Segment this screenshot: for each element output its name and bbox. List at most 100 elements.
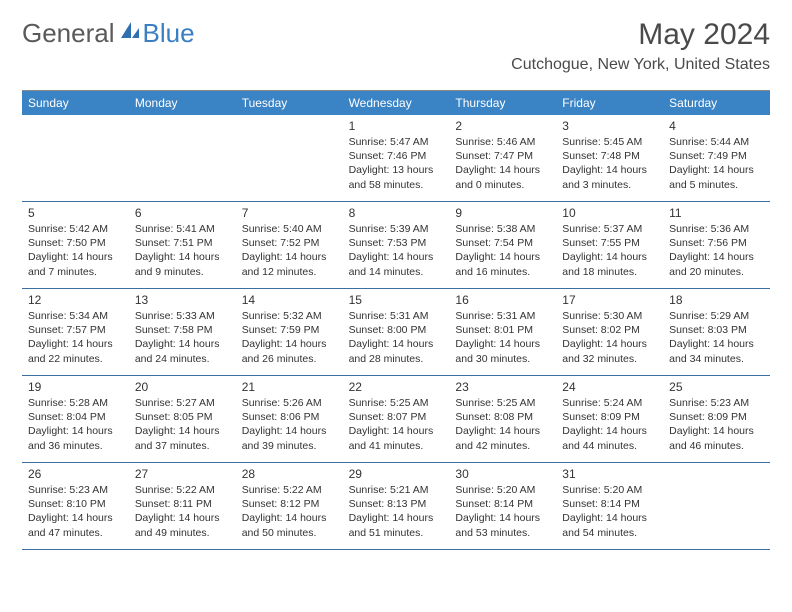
day-cell: 15 Sunrise: 5:31 AMSunset: 8:00 PMDayligh… bbox=[343, 289, 450, 375]
header: General Blue May 2024 Cutchogue, New Yor… bbox=[0, 0, 792, 80]
week-row: 5 Sunrise: 5:42 AMSunset: 7:50 PMDaylight… bbox=[22, 202, 770, 289]
day-cell: 30 Sunrise: 5:20 AMSunset: 8:14 PMDayligh… bbox=[449, 463, 556, 549]
day-cell: 13 Sunrise: 5:33 AMSunset: 7:58 PMDayligh… bbox=[129, 289, 236, 375]
day-number: 29 bbox=[349, 467, 444, 481]
day-cell: 5 Sunrise: 5:42 AMSunset: 7:50 PMDaylight… bbox=[22, 202, 129, 288]
day-number: 13 bbox=[135, 293, 230, 307]
day-number: 2 bbox=[455, 119, 550, 133]
day-cell: 10Sunrise: 5:37 AMSunset: 7:55 PMDayligh… bbox=[556, 202, 663, 288]
day-cell: 2 Sunrise: 5:46 AMSunset: 7:47 PMDaylight… bbox=[449, 115, 556, 201]
day-number: 1 bbox=[349, 119, 444, 133]
day-info: Sunrise: 5:41 AMSunset: 7:51 PMDaylight:… bbox=[135, 222, 230, 279]
day-cell: 8 Sunrise: 5:39 AMSunset: 7:53 PMDaylight… bbox=[343, 202, 450, 288]
day-number: 27 bbox=[135, 467, 230, 481]
weekday-header: Thursday bbox=[449, 91, 556, 115]
day-number: 11 bbox=[669, 206, 764, 220]
day-cell: 16Sunrise: 5:31 AMSunset: 8:01 PMDayligh… bbox=[449, 289, 556, 375]
day-number: 24 bbox=[562, 380, 657, 394]
day-info: Sunrise: 5:30 AMSunset: 8:02 PMDaylight:… bbox=[562, 309, 657, 366]
day-cell bbox=[236, 115, 343, 201]
week-row: 26Sunrise: 5:23 AMSunset: 8:10 PMDayligh… bbox=[22, 463, 770, 550]
day-number: 14 bbox=[242, 293, 337, 307]
day-info: Sunrise: 5:26 AMSunset: 8:06 PMDaylight:… bbox=[242, 396, 337, 453]
day-info: Sunrise: 5:38 AMSunset: 7:54 PMDaylight:… bbox=[455, 222, 550, 279]
day-info: Sunrise: 5:24 AMSunset: 8:09 PMDaylight:… bbox=[562, 396, 657, 453]
day-cell: 24 Sunrise: 5:24 AMSunset: 8:09 PMDayligh… bbox=[556, 376, 663, 462]
day-info: Sunrise: 5:23 AMSunset: 8:10 PMDaylight:… bbox=[28, 483, 123, 540]
day-number: 30 bbox=[455, 467, 550, 481]
day-cell: 26Sunrise: 5:23 AMSunset: 8:10 PMDayligh… bbox=[22, 463, 129, 549]
day-cell: 18Sunrise: 5:29 AMSunset: 8:03 PMDayligh… bbox=[663, 289, 770, 375]
logo-text-blue: Blue bbox=[143, 18, 195, 49]
day-cell: 17 Sunrise: 5:30 AMSunset: 8:02 PMDayligh… bbox=[556, 289, 663, 375]
day-cell bbox=[663, 463, 770, 549]
day-info: Sunrise: 5:47 AMSunset: 7:46 PMDaylight:… bbox=[349, 135, 444, 192]
day-info: Sunrise: 5:46 AMSunset: 7:47 PMDaylight:… bbox=[455, 135, 550, 192]
day-cell: 20 Sunrise: 5:27 AMSunset: 8:05 PMDayligh… bbox=[129, 376, 236, 462]
day-cell: 7 Sunrise: 5:40 AMSunset: 7:52 PMDaylight… bbox=[236, 202, 343, 288]
day-info: Sunrise: 5:31 AMSunset: 8:00 PMDaylight:… bbox=[349, 309, 444, 366]
day-info: Sunrise: 5:32 AMSunset: 7:59 PMDaylight:… bbox=[242, 309, 337, 366]
day-number: 7 bbox=[242, 206, 337, 220]
day-cell: 11 Sunrise: 5:36 AMSunset: 7:56 PMDayligh… bbox=[663, 202, 770, 288]
day-info: Sunrise: 5:25 AMSunset: 8:07 PMDaylight:… bbox=[349, 396, 444, 453]
day-number: 17 bbox=[562, 293, 657, 307]
weekday-header: Saturday bbox=[663, 91, 770, 115]
day-info: Sunrise: 5:33 AMSunset: 7:58 PMDaylight:… bbox=[135, 309, 230, 366]
day-info: Sunrise: 5:36 AMSunset: 7:56 PMDaylight:… bbox=[669, 222, 764, 279]
day-number: 3 bbox=[562, 119, 657, 133]
day-cell: 23 Sunrise: 5:25 AMSunset: 8:08 PMDayligh… bbox=[449, 376, 556, 462]
day-info: Sunrise: 5:42 AMSunset: 7:50 PMDaylight:… bbox=[28, 222, 123, 279]
weekday-header: Sunday bbox=[22, 91, 129, 115]
day-number: 20 bbox=[135, 380, 230, 394]
day-number: 19 bbox=[28, 380, 123, 394]
day-cell: 19Sunrise: 5:28 AMSunset: 8:04 PMDayligh… bbox=[22, 376, 129, 462]
day-number: 6 bbox=[135, 206, 230, 220]
weekday-row: SundayMondayTuesdayWednesdayThursdayFrid… bbox=[22, 91, 770, 115]
day-info: Sunrise: 5:20 AMSunset: 8:14 PMDaylight:… bbox=[562, 483, 657, 540]
day-number: 8 bbox=[349, 206, 444, 220]
weeks-container: 1 Sunrise: 5:47 AMSunset: 7:46 PMDaylight… bbox=[22, 115, 770, 550]
day-info: Sunrise: 5:21 AMSunset: 8:13 PMDaylight:… bbox=[349, 483, 444, 540]
day-number: 23 bbox=[455, 380, 550, 394]
day-number: 21 bbox=[242, 380, 337, 394]
day-info: Sunrise: 5:27 AMSunset: 8:05 PMDaylight:… bbox=[135, 396, 230, 453]
day-cell: 27 Sunrise: 5:22 AMSunset: 8:11 PMDayligh… bbox=[129, 463, 236, 549]
day-cell bbox=[22, 115, 129, 201]
day-number: 15 bbox=[349, 293, 444, 307]
weekday-header: Friday bbox=[556, 91, 663, 115]
day-info: Sunrise: 5:40 AMSunset: 7:52 PMDaylight:… bbox=[242, 222, 337, 279]
day-number: 9 bbox=[455, 206, 550, 220]
day-info: Sunrise: 5:22 AMSunset: 8:11 PMDaylight:… bbox=[135, 483, 230, 540]
weekday-header: Wednesday bbox=[343, 91, 450, 115]
day-info: Sunrise: 5:44 AMSunset: 7:49 PMDaylight:… bbox=[669, 135, 764, 192]
day-number: 25 bbox=[669, 380, 764, 394]
day-cell: 4 Sunrise: 5:44 AMSunset: 7:49 PMDaylight… bbox=[663, 115, 770, 201]
day-number: 22 bbox=[349, 380, 444, 394]
location: Cutchogue, New York, United States bbox=[511, 56, 770, 74]
week-row: 1 Sunrise: 5:47 AMSunset: 7:46 PMDaylight… bbox=[22, 115, 770, 202]
logo: General Blue bbox=[22, 18, 195, 49]
month-title: May 2024 bbox=[511, 18, 770, 52]
day-cell: 21 Sunrise: 5:26 AMSunset: 8:06 PMDayligh… bbox=[236, 376, 343, 462]
day-info: Sunrise: 5:45 AMSunset: 7:48 PMDaylight:… bbox=[562, 135, 657, 192]
day-number: 5 bbox=[28, 206, 123, 220]
weekday-header: Monday bbox=[129, 91, 236, 115]
day-cell: 3 Sunrise: 5:45 AMSunset: 7:48 PMDaylight… bbox=[556, 115, 663, 201]
day-info: Sunrise: 5:34 AMSunset: 7:57 PMDaylight:… bbox=[28, 309, 123, 366]
day-info: Sunrise: 5:25 AMSunset: 8:08 PMDaylight:… bbox=[455, 396, 550, 453]
day-info: Sunrise: 5:39 AMSunset: 7:53 PMDaylight:… bbox=[349, 222, 444, 279]
week-row: 12Sunrise: 5:34 AMSunset: 7:57 PMDayligh… bbox=[22, 289, 770, 376]
day-cell: 6 Sunrise: 5:41 AMSunset: 7:51 PMDaylight… bbox=[129, 202, 236, 288]
day-info: Sunrise: 5:20 AMSunset: 8:14 PMDaylight:… bbox=[455, 483, 550, 540]
day-cell: 25Sunrise: 5:23 AMSunset: 8:09 PMDayligh… bbox=[663, 376, 770, 462]
day-cell: 14 Sunrise: 5:32 AMSunset: 7:59 PMDayligh… bbox=[236, 289, 343, 375]
day-number: 16 bbox=[455, 293, 550, 307]
day-info: Sunrise: 5:22 AMSunset: 8:12 PMDaylight:… bbox=[242, 483, 337, 540]
day-cell: 29 Sunrise: 5:21 AMSunset: 8:13 PMDayligh… bbox=[343, 463, 450, 549]
day-number: 10 bbox=[562, 206, 657, 220]
sail-icon bbox=[119, 20, 141, 47]
day-cell: 12Sunrise: 5:34 AMSunset: 7:57 PMDayligh… bbox=[22, 289, 129, 375]
day-number: 4 bbox=[669, 119, 764, 133]
calendar: SundayMondayTuesdayWednesdayThursdayFrid… bbox=[22, 90, 770, 550]
